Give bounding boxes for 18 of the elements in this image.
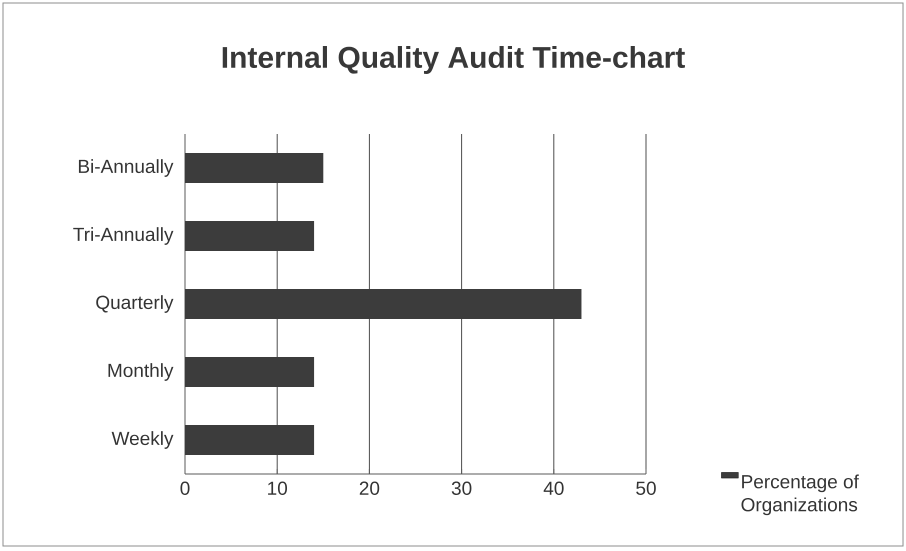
x-tick-label: 30 — [452, 482, 472, 495]
y-tick-label: Monthly — [108, 363, 174, 381]
chart-title: Internal Quality Audit Time-chart — [222, 46, 685, 74]
bar — [185, 221, 314, 251]
bar — [185, 153, 324, 183]
bar — [185, 357, 314, 387]
x-tick-label: 10 — [268, 482, 288, 495]
x-tick-label: 40 — [544, 482, 564, 495]
y-tick-label: Bi-Annually — [78, 159, 174, 177]
y-tick-label: Quarterly — [96, 295, 174, 313]
x-tick-label: 50 — [636, 482, 656, 495]
legend-label: Percentage of Organizations — [741, 474, 859, 516]
y-tick-label: Tri-Annually — [73, 227, 174, 245]
bar — [185, 289, 582, 319]
bar — [185, 425, 314, 455]
x-tick-label: 0 — [180, 482, 190, 495]
y-tick-label: Weekly — [112, 431, 174, 449]
x-tick-label: 20 — [360, 482, 380, 495]
